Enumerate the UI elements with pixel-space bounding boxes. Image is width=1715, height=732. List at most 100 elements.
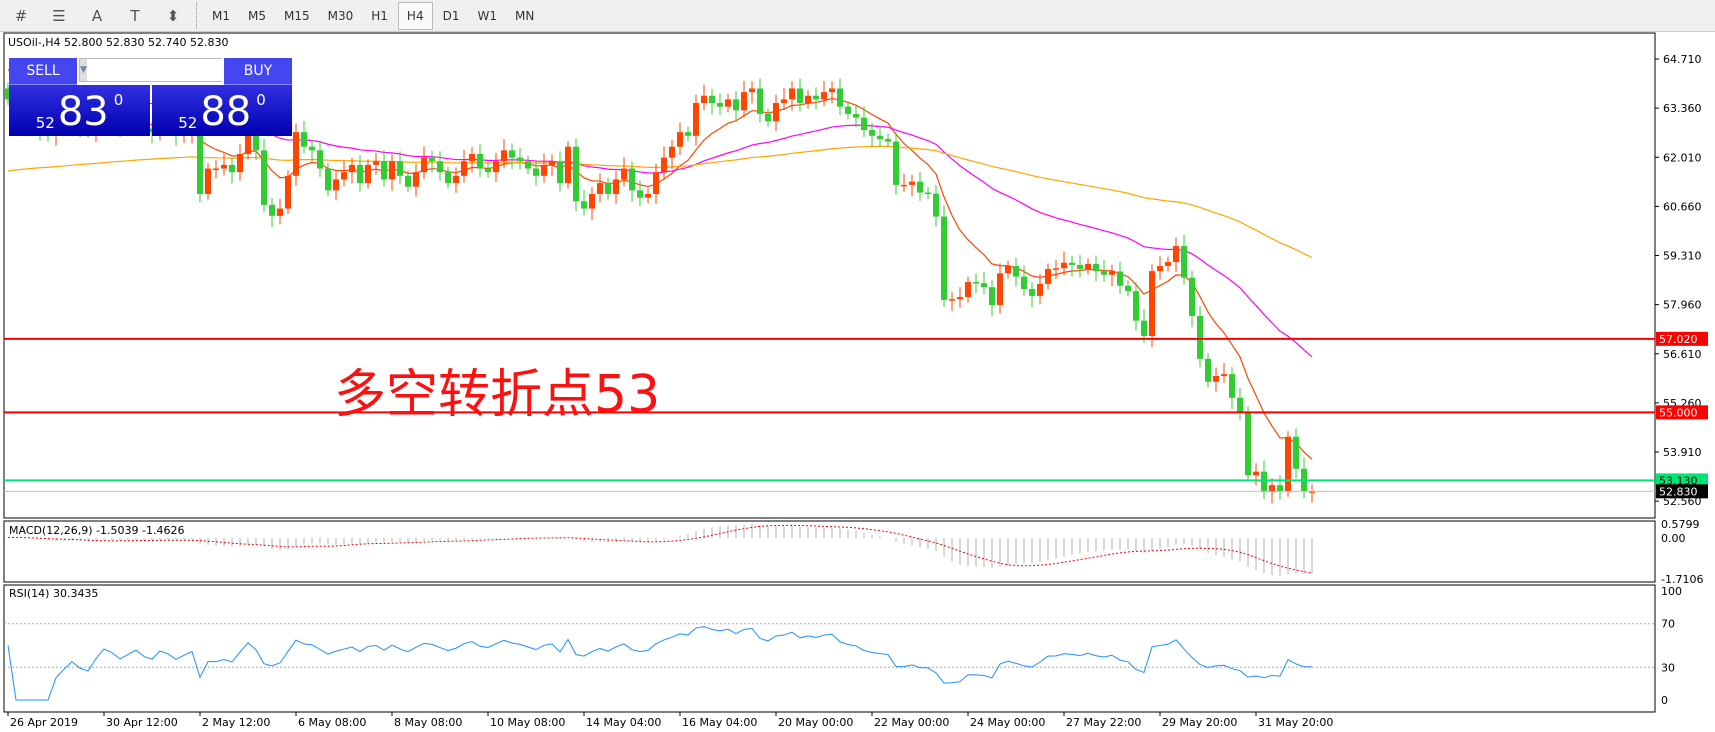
candle-body — [797, 88, 803, 104]
candle-body — [421, 157, 427, 173]
time-label: 26 Apr 2019 — [10, 716, 78, 729]
candle-body — [885, 139, 891, 142]
candle-body — [605, 183, 611, 195]
candle-body — [589, 194, 595, 209]
candle-body — [749, 88, 755, 93]
candle-body — [1149, 271, 1155, 336]
current-price-tag — [1656, 484, 1708, 499]
price-tick-label: 60.660 — [1663, 200, 1702, 213]
candle-body — [1285, 436, 1291, 492]
candle-body — [1165, 262, 1171, 267]
sell-price-big: 83 — [57, 89, 109, 135]
time-label: 16 May 04:00 — [682, 716, 757, 729]
timeframe-h4[interactable]: H4 — [397, 1, 433, 30]
candle-body — [285, 175, 291, 209]
candle-body — [917, 181, 923, 193]
candle-body — [485, 168, 491, 173]
buy-price-sup: 0 — [256, 91, 266, 109]
candle-body — [1109, 271, 1115, 275]
candle-body — [1125, 285, 1131, 292]
time-label: 6 May 08:00 — [298, 716, 366, 729]
timeframe-m30[interactable]: M30 — [327, 8, 354, 23]
candle-body — [1069, 262, 1075, 265]
timeframe-m1[interactable]: M1 — [212, 8, 230, 23]
lot-input[interactable] — [86, 59, 265, 81]
candle-body — [557, 161, 563, 184]
time-label: 24 May 00:00 — [970, 716, 1045, 729]
crosshair-grid-icon[interactable]: # — [14, 6, 28, 25]
buy-price-small: 52 — [178, 114, 198, 132]
rsi-title: RSI(14) 30.3435 — [9, 587, 99, 600]
time-label: 14 May 04:00 — [586, 716, 661, 729]
price-tag-label: 57.020 — [1659, 333, 1698, 346]
candle-body — [773, 103, 779, 122]
buy-price-button[interactable]: 52 88 0 — [152, 85, 292, 136]
main-pane-border — [3, 32, 1656, 519]
time-label: 20 May 00:00 — [778, 716, 853, 729]
price-tag-label: 55.000 — [1659, 406, 1698, 419]
time-label: 10 May 08:00 — [490, 716, 565, 729]
candle-body — [581, 201, 587, 209]
price-tick-label: 64.710 — [1663, 53, 1702, 66]
candle-body — [597, 183, 603, 195]
candle-body — [445, 172, 451, 184]
buy-button[interactable]: BUY — [224, 58, 292, 85]
timeframe-m15[interactable]: M15 — [284, 8, 310, 23]
candle-body — [229, 164, 235, 173]
candle-body — [397, 161, 403, 176]
candle-body — [685, 132, 691, 136]
horizontal-lines-icon[interactable]: ☰ — [52, 6, 66, 25]
candle-body — [533, 168, 539, 176]
candle-body — [845, 106, 851, 114]
lot-stepper: ▼ ▲ — [79, 58, 272, 82]
candle-body — [909, 181, 915, 185]
text-label-icon[interactable]: T — [130, 6, 140, 25]
timeframe-m5[interactable]: M5 — [248, 8, 266, 23]
timeframe-h1[interactable]: H1 — [371, 8, 388, 23]
candle-body — [1189, 277, 1195, 316]
candle-body — [317, 150, 323, 169]
candle-body — [213, 168, 219, 171]
candle-body — [1021, 276, 1027, 289]
candle-body — [1181, 246, 1187, 278]
candle-body — [413, 172, 419, 187]
candle-body — [1197, 315, 1203, 359]
current-price-label: 52.830 — [1659, 485, 1698, 498]
candle-body — [429, 157, 435, 162]
candle-body — [469, 153, 475, 162]
candle-body — [821, 92, 827, 100]
candle-body — [461, 161, 467, 176]
candle-body — [669, 146, 675, 158]
candle-body — [709, 95, 715, 104]
arrows-icon[interactable]: ⬍ — [166, 6, 180, 25]
timeframe-mn[interactable]: MN — [514, 8, 535, 23]
text-icon[interactable]: A — [91, 6, 103, 25]
sell-button[interactable]: SELL — [9, 58, 77, 85]
candle-body — [309, 146, 315, 151]
candle-body — [221, 164, 227, 169]
candle-body — [197, 128, 203, 195]
candle-body — [733, 99, 739, 111]
price-tick-label: 59.310 — [1663, 250, 1702, 263]
sell-price-button[interactable]: 52 83 0 — [9, 85, 150, 136]
candle-body — [1269, 485, 1275, 493]
candle-body — [573, 146, 579, 202]
candle-body — [261, 150, 267, 205]
price-tick-label: 56.610 — [1663, 348, 1702, 361]
candle-body — [1093, 263, 1099, 272]
decrease-lot-button[interactable]: ▼ — [80, 59, 87, 81]
candle-body — [5, 88, 11, 100]
candle-body — [869, 129, 875, 136]
candle-body — [205, 168, 211, 195]
candle-body — [1229, 374, 1235, 398]
timeframe-d1[interactable]: D1 — [442, 8, 460, 23]
timeframe-w1[interactable]: W1 — [477, 8, 497, 23]
ma-slow-line — [7, 145, 1313, 259]
candle-body — [301, 132, 307, 147]
candle-body — [765, 113, 771, 122]
candle-body — [629, 168, 635, 191]
chart-area[interactable]: 64.710 63.360 62.010 60.660 59.310 57.960 56.6… — [0, 32, 1715, 732]
candle-body — [829, 88, 835, 93]
candle-body — [245, 132, 251, 154]
candle-body — [933, 193, 939, 217]
